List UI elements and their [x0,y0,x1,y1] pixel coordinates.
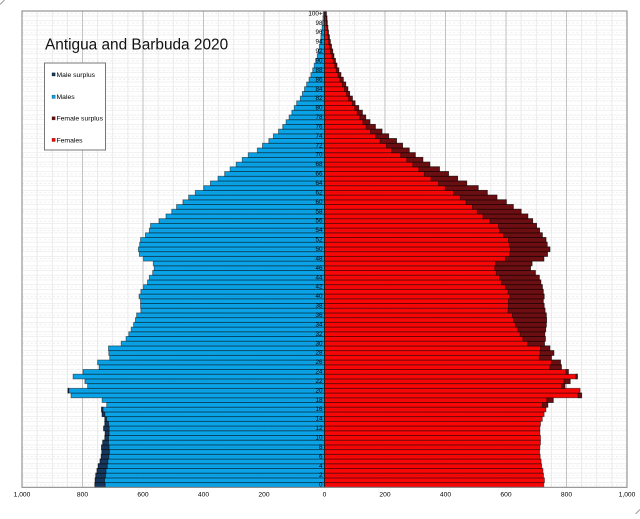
svg-text:42: 42 [315,284,323,291]
svg-text:82: 82 [315,95,323,102]
svg-text:0: 0 [319,482,323,489]
svg-text:70: 70 [315,152,323,159]
svg-text:92: 92 [315,48,323,55]
svg-text:60: 60 [315,199,323,206]
svg-text:400: 400 [440,492,451,499]
svg-text:0: 0 [323,492,327,499]
svg-text:26: 26 [315,359,323,366]
svg-text:36: 36 [315,312,323,319]
svg-text:94: 94 [315,39,323,46]
svg-text:48: 48 [315,255,323,262]
svg-text:Male surplus: Male surplus [57,72,96,79]
svg-text:28: 28 [315,350,323,357]
svg-text:58: 58 [315,208,323,215]
svg-text:96: 96 [315,29,323,36]
svg-text:46: 46 [315,265,323,272]
svg-text:1,000: 1,000 [14,492,31,499]
svg-text:62: 62 [315,189,323,196]
svg-text:12: 12 [315,425,323,432]
svg-text:90: 90 [315,57,323,64]
svg-text:10: 10 [315,435,323,442]
svg-text:18: 18 [315,397,323,404]
svg-text:88: 88 [315,67,323,74]
svg-text:14: 14 [315,416,323,423]
svg-text:68: 68 [315,161,323,168]
svg-text:Females: Females [57,137,84,144]
svg-text:74: 74 [315,133,323,140]
svg-text:30: 30 [315,340,323,347]
svg-text:6: 6 [319,453,323,460]
svg-text:72: 72 [315,142,323,149]
svg-text:76: 76 [315,123,323,130]
svg-text:56: 56 [315,218,323,225]
svg-text:20: 20 [315,387,323,394]
svg-text:200: 200 [379,492,390,499]
svg-text:52: 52 [315,237,323,244]
svg-text:50: 50 [315,246,323,253]
svg-text:4: 4 [319,463,323,470]
svg-text:100+: 100+ [308,10,323,17]
svg-text:2: 2 [319,472,323,479]
svg-text:800: 800 [561,492,572,499]
svg-text:86: 86 [315,76,323,83]
svg-text:24: 24 [315,369,323,376]
svg-text:38: 38 [315,303,323,310]
svg-text:Antigua and Barbuda 2020: Antigua and Barbuda 2020 [45,37,228,54]
svg-text:32: 32 [315,331,323,338]
svg-text:54: 54 [315,227,323,234]
svg-text:98: 98 [315,20,323,27]
svg-text:200: 200 [258,492,269,499]
svg-text:64: 64 [315,180,323,187]
svg-text:800: 800 [77,492,88,499]
svg-text:Female surplus: Female surplus [57,116,104,123]
svg-text:78: 78 [315,114,323,121]
svg-text:22: 22 [315,378,323,385]
svg-text:80: 80 [315,105,323,112]
svg-text:44: 44 [315,274,323,281]
svg-text:Males: Males [57,94,76,101]
svg-text:1,000: 1,000 [619,492,636,499]
svg-text:40: 40 [315,293,323,300]
svg-text:16: 16 [315,406,323,413]
svg-text:400: 400 [198,492,209,499]
svg-text:84: 84 [315,86,323,93]
svg-text:34: 34 [315,321,323,328]
svg-text:600: 600 [500,492,511,499]
svg-text:600: 600 [137,492,148,499]
svg-text:8: 8 [319,444,323,451]
svg-text:66: 66 [315,171,323,178]
